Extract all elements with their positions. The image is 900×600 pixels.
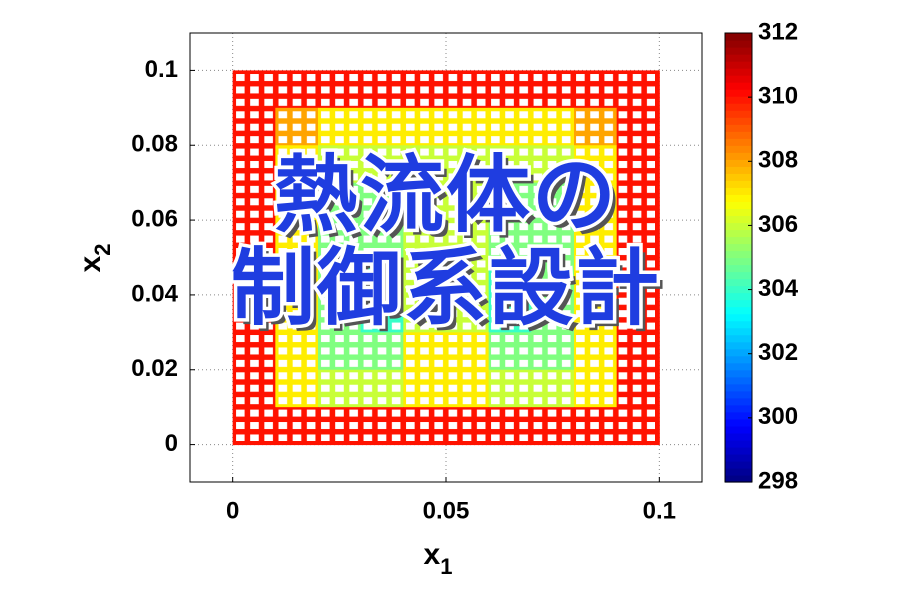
colorbar-step [725, 75, 752, 83]
colorbar-step [725, 187, 752, 195]
y-label-sub: 2 [90, 244, 115, 256]
colorbar-tick-label: 300 [758, 403, 798, 430]
colorbar-step [725, 390, 752, 399]
colorbar-step [725, 446, 752, 455]
colorbar-step [725, 348, 752, 357]
colorbar-step [725, 355, 752, 364]
y-label-text: x [74, 255, 107, 272]
colorbar-step [725, 166, 752, 174]
colorbar-step [725, 369, 752, 378]
colorbar-step [725, 54, 752, 62]
overlay-title: 熱流体の [274, 146, 618, 244]
colorbar-step [725, 404, 752, 413]
colorbar-step [725, 320, 752, 329]
colorbar-step [725, 243, 752, 252]
colorbar-step [725, 82, 752, 90]
x-tick-label: 0 [226, 497, 239, 524]
colorbar-step [725, 257, 752, 266]
mesh-pattern [236, 74, 655, 441]
colorbar-step [725, 103, 752, 111]
colorbar-step [725, 68, 752, 76]
colorbar-step [725, 418, 752, 427]
colorbar-step [725, 334, 752, 343]
colorbar-step [725, 397, 752, 406]
colorbar-step [725, 411, 752, 420]
colorbar-step [725, 145, 752, 153]
y-axis-label: x2 [74, 244, 115, 273]
colorbar-step [725, 201, 752, 209]
y-tick-label: 0.02 [131, 355, 178, 382]
colorbar-step [725, 432, 752, 441]
y-tick-label: 0.04 [131, 280, 178, 307]
colorbar-step [725, 222, 752, 231]
colorbar-step [725, 117, 752, 125]
y-tick-label: 0 [165, 430, 178, 457]
colorbar-step [725, 250, 752, 259]
y-tick-label: 0.08 [131, 131, 178, 158]
colorbar-step [725, 278, 752, 287]
colorbar-step [725, 285, 752, 294]
colorbar-step [725, 61, 752, 69]
colorbar-step [725, 271, 752, 280]
colorbar-step [725, 474, 752, 483]
colorbar-step [725, 96, 752, 104]
colorbar-frame [724, 32, 753, 483]
colorbar-step [725, 425, 752, 434]
colorbar-tick-label: 312 [758, 18, 798, 45]
colorbar-step [725, 341, 752, 350]
colorbar-step [725, 460, 752, 469]
colorbar-step [725, 292, 752, 301]
colorbar-tick-label: 308 [758, 147, 798, 174]
colorbar-step [725, 327, 752, 336]
colorbar-step [725, 159, 752, 167]
overlay-title: 制御系設計 [231, 239, 661, 337]
colorbar-step [725, 313, 752, 322]
colorbar-step [725, 306, 752, 315]
colorbar-step [725, 131, 752, 139]
colorbar-step [725, 180, 752, 188]
colorbar-step [725, 215, 752, 224]
colorbar-step [725, 138, 752, 146]
x-axis-label: x1 [424, 538, 453, 579]
colorbar-step [725, 110, 752, 118]
colorbar-step [725, 229, 752, 238]
colorbar-step [725, 299, 752, 308]
colorbar-step [725, 152, 752, 160]
colorbar-step [725, 439, 752, 448]
colorbar-step [725, 376, 752, 385]
colorbar-step [725, 467, 752, 476]
overlay-shadow: 熱流体の [280, 152, 624, 250]
colorbar-step [725, 264, 752, 273]
colorbar-step [725, 40, 752, 48]
colorbar-step [725, 47, 752, 55]
colorbar-tick-label: 310 [758, 82, 798, 109]
overlay-shadow: 制御系設計 [237, 245, 667, 343]
colorbar-step [725, 124, 752, 132]
axes: 0 0.05 0.1 0 0.02 0.04 0.06 0.08 0.1 [131, 56, 676, 525]
x-tick-label: 0.1 [643, 497, 676, 524]
x-tick-label: 0.05 [423, 497, 470, 524]
x-label-sub: 1 [440, 554, 452, 579]
colorbar-step [725, 173, 752, 181]
colorbar-step [725, 453, 752, 462]
colorbar-step [725, 33, 752, 41]
colorbar-step [725, 236, 752, 245]
colorbar-tick-label: 306 [758, 211, 798, 238]
colorbar-tick-label: 304 [758, 275, 799, 302]
colorbar-tick-label: 298 [758, 467, 798, 494]
colorbar-step [725, 208, 752, 217]
colorbar-tick-label: 302 [758, 339, 798, 366]
colorbar-step [725, 89, 752, 97]
colorbar: 298 300 302 304 306 308 310 312 [724, 18, 799, 494]
colorbar-step [725, 383, 752, 392]
y-tick-label: 0.06 [131, 205, 178, 232]
colorbar-step [725, 194, 752, 202]
colorbar-step [725, 362, 752, 371]
x-label-text: x [424, 538, 441, 571]
y-tick-label: 0.1 [145, 56, 178, 83]
